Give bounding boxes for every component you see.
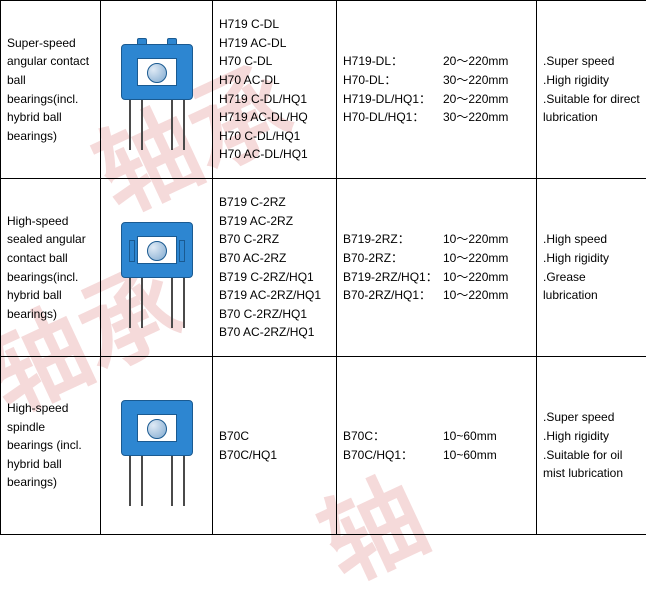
table-row: Super-speed angular contact ball bearing…: [1, 1, 646, 179]
spec-row: H70-DL：30～220mm: [343, 71, 530, 90]
spec-list: B719-2RZ：10～220mmB70-2RZ：10～220mmB719-2R…: [337, 179, 537, 357]
bearing-spindle-icon: [115, 386, 199, 506]
spec-row: B70-2RZ：10～220mm: [343, 249, 530, 268]
spec-value: 10～220mm: [443, 268, 508, 287]
bearing-name: High-speed spindle bearings (incl. hybri…: [1, 357, 101, 535]
model-code: H70 C-DL/HQ1: [219, 127, 330, 146]
model-code: B70C: [219, 427, 330, 446]
feature-item: .High speed: [543, 230, 640, 249]
spec-row: B70C/HQ1：10~60mm: [343, 446, 530, 465]
spec-list: H719-DL：20～220mmH70-DL：30～220mmH719-DL/H…: [337, 1, 537, 179]
bearing-open-icon: [115, 30, 199, 150]
model-code: B70 C-2RZ: [219, 230, 330, 249]
feature-list: .Super speed.High rigidity.Suitable for …: [537, 1, 646, 179]
feature-item: .High rigidity: [543, 249, 640, 268]
spec-label: B70C/HQ1：: [343, 446, 443, 465]
spec-label: B70C：: [343, 427, 443, 446]
spec-row: H719-DL：20～220mm: [343, 52, 530, 71]
feature-item: .Super speed: [543, 52, 640, 71]
model-code: H70 C-DL: [219, 52, 330, 71]
feature-item: .Suitable for oil mist lubrication: [543, 446, 640, 483]
model-code: H719 C-DL: [219, 15, 330, 34]
model-code: B719 C-2RZ/HQ1: [219, 268, 330, 287]
spec-label: B719-2RZ/HQ1：: [343, 268, 443, 287]
table-row: High-speed spindle bearings (incl. hybri…: [1, 357, 646, 535]
spec-row: B70C：10~60mm: [343, 427, 530, 446]
spec-list: B70C：10~60mmB70C/HQ1：10~60mm: [337, 357, 537, 535]
spec-value: 10～220mm: [443, 230, 508, 249]
spec-label: B70-2RZ/HQ1：: [343, 286, 443, 305]
model-code: H719 AC-DL: [219, 34, 330, 53]
spec-row: B719-2RZ：10～220mm: [343, 230, 530, 249]
spec-value: 10～220mm: [443, 249, 508, 268]
spec-value: 10~60mm: [443, 427, 497, 446]
model-code: B70 C-2RZ/HQ1: [219, 305, 330, 324]
spec-row: B70-2RZ/HQ1：10～220mm: [343, 286, 530, 305]
model-code: H70 AC-DL: [219, 71, 330, 90]
bearing-sealed-icon: [115, 208, 199, 328]
spec-value: 30～220mm: [443, 108, 508, 127]
feature-list: .High speed.High rigidity.Grease lubrica…: [537, 179, 646, 357]
bearing-name: Super-speed angular contact ball bearing…: [1, 1, 101, 179]
spec-value: 10~60mm: [443, 446, 497, 465]
spec-label: B719-2RZ：: [343, 230, 443, 249]
spec-value: 20～220mm: [443, 52, 508, 71]
spec-label: H719-DL：: [343, 52, 443, 71]
bearing-icon-cell: [101, 179, 213, 357]
feature-item: .Suitable for direct lubrication: [543, 90, 640, 127]
model-code: B70 AC-2RZ/HQ1: [219, 323, 330, 342]
feature-item: .High rigidity: [543, 427, 640, 446]
feature-list: .Super speed.High rigidity.Suitable for …: [537, 357, 646, 535]
bearing-icon-cell: [101, 357, 213, 535]
feature-item: .Grease lubrication: [543, 268, 640, 305]
model-code: H719 C-DL/HQ1: [219, 90, 330, 109]
model-list: B719 C-2RZB719 AC-2RZB70 C-2RZB70 AC-2RZ…: [213, 179, 337, 357]
spec-value: 10～220mm: [443, 286, 508, 305]
model-code: H719 AC-DL/HQ: [219, 108, 330, 127]
table-row: High-speed sealed angular contact ball b…: [1, 179, 646, 357]
spec-value: 30～220mm: [443, 71, 508, 90]
spec-label: B70-2RZ：: [343, 249, 443, 268]
model-code: B719 AC-2RZ/HQ1: [219, 286, 330, 305]
bearing-icon-cell: [101, 1, 213, 179]
bearing-name: High-speed sealed angular contact ball b…: [1, 179, 101, 357]
model-list: H719 C-DLH719 AC-DLH70 C-DLH70 AC-DLH719…: [213, 1, 337, 179]
spec-row: H70-DL/HQ1：30～220mm: [343, 108, 530, 127]
model-code: H70 AC-DL/HQ1: [219, 145, 330, 164]
bearings-table: Super-speed angular contact ball bearing…: [0, 0, 646, 535]
spec-label: H70-DL：: [343, 71, 443, 90]
feature-item: .Super speed: [543, 408, 640, 427]
spec-row: B719-2RZ/HQ1：10～220mm: [343, 268, 530, 287]
spec-label: H70-DL/HQ1：: [343, 108, 443, 127]
feature-item: .High rigidity: [543, 71, 640, 90]
spec-row: H719-DL/HQ1：20～220mm: [343, 90, 530, 109]
model-code: B70C/HQ1: [219, 446, 330, 465]
spec-label: H719-DL/HQ1：: [343, 90, 443, 109]
model-code: B719 C-2RZ: [219, 193, 330, 212]
model-list: B70CB70C/HQ1: [213, 357, 337, 535]
spec-value: 20～220mm: [443, 90, 508, 109]
model-code: B719 AC-2RZ: [219, 212, 330, 231]
model-code: B70 AC-2RZ: [219, 249, 330, 268]
